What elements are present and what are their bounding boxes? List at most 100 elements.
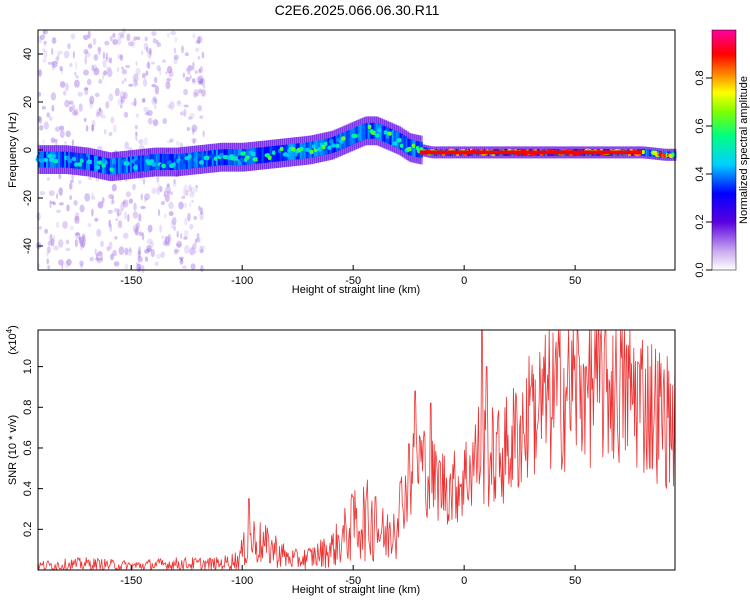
spectrogram-peak-cell [132,165,139,170]
spectrogram-noise-cell [152,96,157,103]
spectrogram-x-tick-label: 0 [461,275,467,287]
spectrogram-noise-cell [144,249,150,254]
spectrogram-noise-cell [113,261,120,267]
spectrogram-noise-cell [58,173,62,180]
spectrogram-noise-cell [138,246,142,255]
spectrogram-band-cell [251,148,255,164]
spectrogram-peak-cell [198,160,205,165]
spectrogram-noise-cell [83,49,89,55]
spectrogram-noise-cell [183,202,188,208]
snr-y-multiplier: (x104) [5,325,19,355]
spectrogram-noise-cell [121,69,127,75]
spectrogram-peak-cell [671,152,675,157]
spectrogram-noise-cell [187,70,191,75]
spectrogram-noise-cell [199,78,204,84]
spectrogram-noise-cell [51,61,55,71]
spectrogram-noise-cell [93,54,99,61]
spectrogram-noise-cell [201,51,205,59]
spectrogram-peak-cell [305,147,311,152]
spectrogram-noise-cell [127,213,130,223]
spectrogram-noise-cell [79,239,84,247]
spectrogram-noise-cell [37,35,43,44]
spectrogram-noise-cell [52,201,56,206]
spectrogram-noise-cell [180,111,183,116]
spectrogram-y-label: Frequency (Hz) [7,112,19,188]
spectrogram-noise-cell [71,139,74,147]
spectrogram-noise-cell [108,219,111,228]
spectrogram-noise-cell [190,186,196,194]
spectrogram-noise-cell [156,39,159,45]
spectrogram-noise-cell [123,111,129,118]
spectrogram-peak-cell [193,157,199,162]
spectrogram-y-tick-label: 40 [22,48,34,60]
spectrogram-noise-cell [191,199,194,203]
spectrogram-noise-cell [133,202,137,211]
spectrogram-noise-cell [65,239,70,245]
spectrogram-noise-cell [135,67,141,76]
spectrogram-band-cell [363,123,367,139]
spectrogram-noise-cell [83,69,89,76]
spectrogram-band-cell [325,138,329,155]
spectrogram-noise-cell [144,111,150,116]
spectrogram-band-cell [187,152,192,169]
spectrogram-noise-cell [124,263,128,270]
spectrogram-peak-cell [309,149,315,155]
spectrogram-noise-cell [136,36,141,41]
spectrogram-noise-cell [94,92,100,98]
spectrogram-peak-cell [396,138,403,143]
spectrogram-noise-cell [94,248,97,255]
spectrogram-noise-cell [43,121,49,130]
spectrogram-noise-cell [118,246,125,256]
spectrogram-noise-cell [100,240,104,247]
spectrogram-noise-cell [138,231,144,237]
snr-x-tick-label: -150 [120,575,142,587]
spectrogram-noise-cell [181,45,184,54]
spectrogram-noise-cell [194,70,198,74]
spectrogram-noise-cell [114,87,120,97]
snr-x-label: Height of straight line (km) [292,584,420,596]
spectrogram-noise-cell [38,226,43,230]
spectrogram-noise-cell [87,222,92,228]
spectrogram-noise-cell [170,220,174,229]
spectrogram-noise-cell [80,245,83,251]
spectrogram-noise-cell [102,60,107,68]
spectrogram-band-cell [403,136,407,153]
spectrogram-band-cell [177,153,182,170]
spectrogram-noise-cell [110,200,116,205]
spectrogram-band-cell [647,149,651,157]
spectrogram-noise-cell [96,228,102,237]
spectrogram-peak-cell [82,156,90,161]
spectrogram-noise-cell [93,67,100,76]
spectrogram-noise-cell [96,256,102,264]
spectrogram-noise-cell [200,265,204,272]
spectrogram-noise-cell [193,215,198,221]
spectrogram-noise-cell [134,124,138,130]
spectrogram-noise-cell [66,258,72,266]
spectrogram-band-cell [91,155,96,171]
spectrogram-noise-cell [184,189,189,197]
spectrogram-band-cell [393,130,397,147]
spectrogram-noise-cell [202,130,205,138]
spectrogram-noise-cell [169,191,174,196]
spectrogram-noise-cell [179,232,183,239]
spectrogram-noise-cell [47,61,53,65]
spectrogram-noise-cell [94,217,99,222]
spectrogram-noise-cell [171,217,177,226]
spectrogram-noise-cell [69,195,73,201]
spectrogram-peak-cell [250,151,257,157]
colorbar-tick-label: 0.2 [694,214,706,229]
spectrogram-peak-cell [311,144,316,149]
spectrogram-noise-cell [179,259,184,265]
spectrogram-noise-cell [187,116,193,120]
spectrogram-noise-cell [136,113,139,118]
spectrogram-noise-cell [183,104,189,108]
spectrogram-band-cell [141,155,146,172]
spectrogram-noise-cell [51,104,55,112]
spectrogram-peak-cell [176,158,180,164]
spectrogram-noise-cell [163,190,166,198]
spectrogram-noise-cell [75,75,79,79]
spectrogram-noise-cell [70,179,74,184]
spectrogram-noise-cell [159,224,162,233]
spectrogram-noise-cell [142,97,146,103]
spectrogram-noise-cell [144,193,151,201]
